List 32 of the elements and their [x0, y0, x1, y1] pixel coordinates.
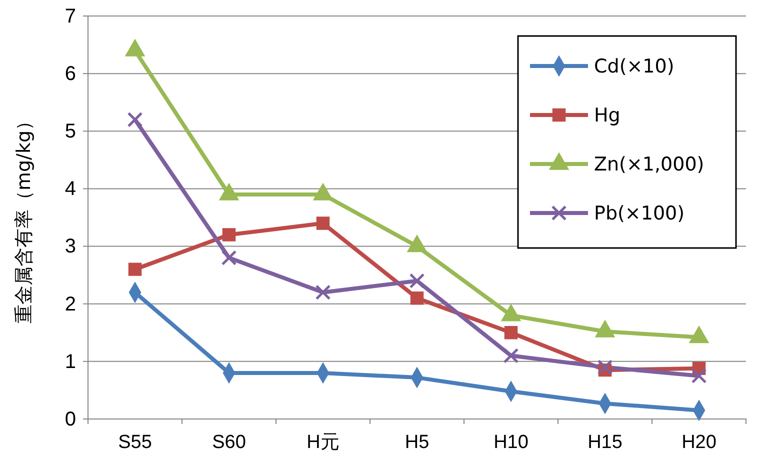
x-tick-label: H元 — [306, 432, 340, 453]
x-tick-label: S55 — [118, 432, 152, 453]
point — [691, 368, 707, 384]
y-tick-label: 4 — [64, 178, 76, 200]
legend-label: Pb(×100) — [594, 202, 685, 225]
point — [128, 262, 142, 276]
x-tick-label: H20 — [682, 432, 716, 453]
point — [222, 228, 236, 242]
point — [504, 326, 518, 340]
y-axis-title: 重金属含有率（mg/kg） — [13, 111, 35, 324]
legend-label: Zn(×1,000) — [594, 154, 704, 176]
x-tick-label: H5 — [404, 432, 430, 453]
y-tick-label: 1 — [64, 350, 76, 373]
point — [597, 359, 613, 375]
point — [410, 291, 424, 305]
point — [503, 348, 519, 364]
point — [127, 112, 143, 128]
y-tick-label: 2 — [64, 293, 76, 316]
legend-label: Cd(×10) — [594, 56, 674, 78]
point — [409, 273, 425, 289]
x-tick-label: H15 — [588, 432, 622, 453]
point — [315, 284, 331, 300]
y-tick-label: 7 — [64, 5, 76, 28]
point — [221, 250, 237, 266]
y-tick-label: 3 — [64, 236, 76, 258]
x-tick-label: S60 — [212, 432, 246, 453]
y-tick-label: 6 — [64, 62, 76, 85]
x-tick-label: H10 — [494, 432, 528, 453]
legend-label: Hg — [594, 104, 620, 127]
y-tick-label: 5 — [64, 120, 76, 143]
y-tick-label: 0 — [64, 408, 76, 430]
point — [316, 216, 330, 230]
